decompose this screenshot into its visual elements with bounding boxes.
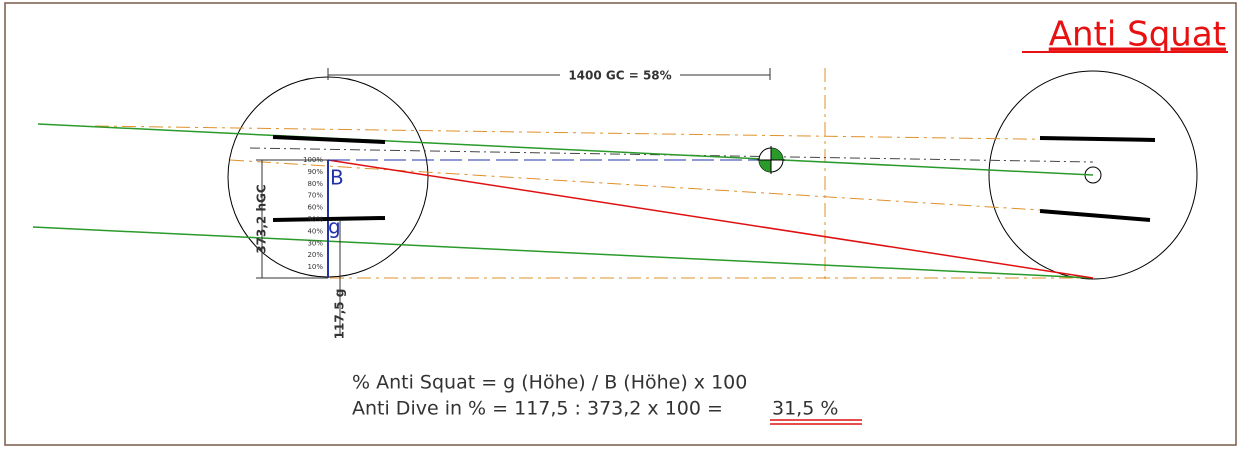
scale-label: 30% — [307, 239, 323, 247]
scale-label: 90% — [307, 168, 323, 176]
front-wheel — [988, 70, 1198, 280]
frame — [4, 2, 1237, 446]
formula-line-1: % Anti Squat = g (Höhe) / B (Höhe) x 100 — [352, 372, 747, 394]
scale-label: 70% — [307, 192, 323, 200]
point-g: g — [328, 215, 341, 239]
green-line — [37, 123, 1094, 176]
scale-label: 20% — [307, 251, 323, 259]
scale-label: 100% — [303, 156, 323, 164]
scale-label: 50% — [307, 216, 323, 224]
anti-squat-line — [327, 159, 1094, 279]
percent-scale: 100% 90% 80% 70% 60% 50% 40% 30% 20% 10% — [303, 156, 323, 271]
construction-lines — [94, 68, 1094, 282]
cg-symbol — [757, 146, 785, 174]
scale-label: 60% — [307, 204, 323, 212]
wheelbase-label: 1400 GC = 58% — [568, 69, 671, 83]
green-line — [32, 226, 1094, 279]
formula-line-2: Anti Dive in % = 117,5 : 373,2 x 100 = — [352, 398, 723, 420]
title: Anti Squat — [1049, 15, 1226, 55]
scale-label: 40% — [307, 227, 323, 235]
scale-label: 10% — [307, 263, 323, 271]
cg-height-dimension — [256, 159, 341, 335]
scale-label: 80% — [307, 180, 323, 188]
point-b: B — [330, 166, 344, 190]
cg-height-label: 373,2 hGC — [255, 184, 269, 254]
g-height-label: 117,5 g — [333, 289, 347, 340]
brake-bars — [272, 135, 1156, 222]
wheelbase-dimension — [327, 68, 771, 80]
formula-result: 31,5 % — [772, 398, 838, 420]
